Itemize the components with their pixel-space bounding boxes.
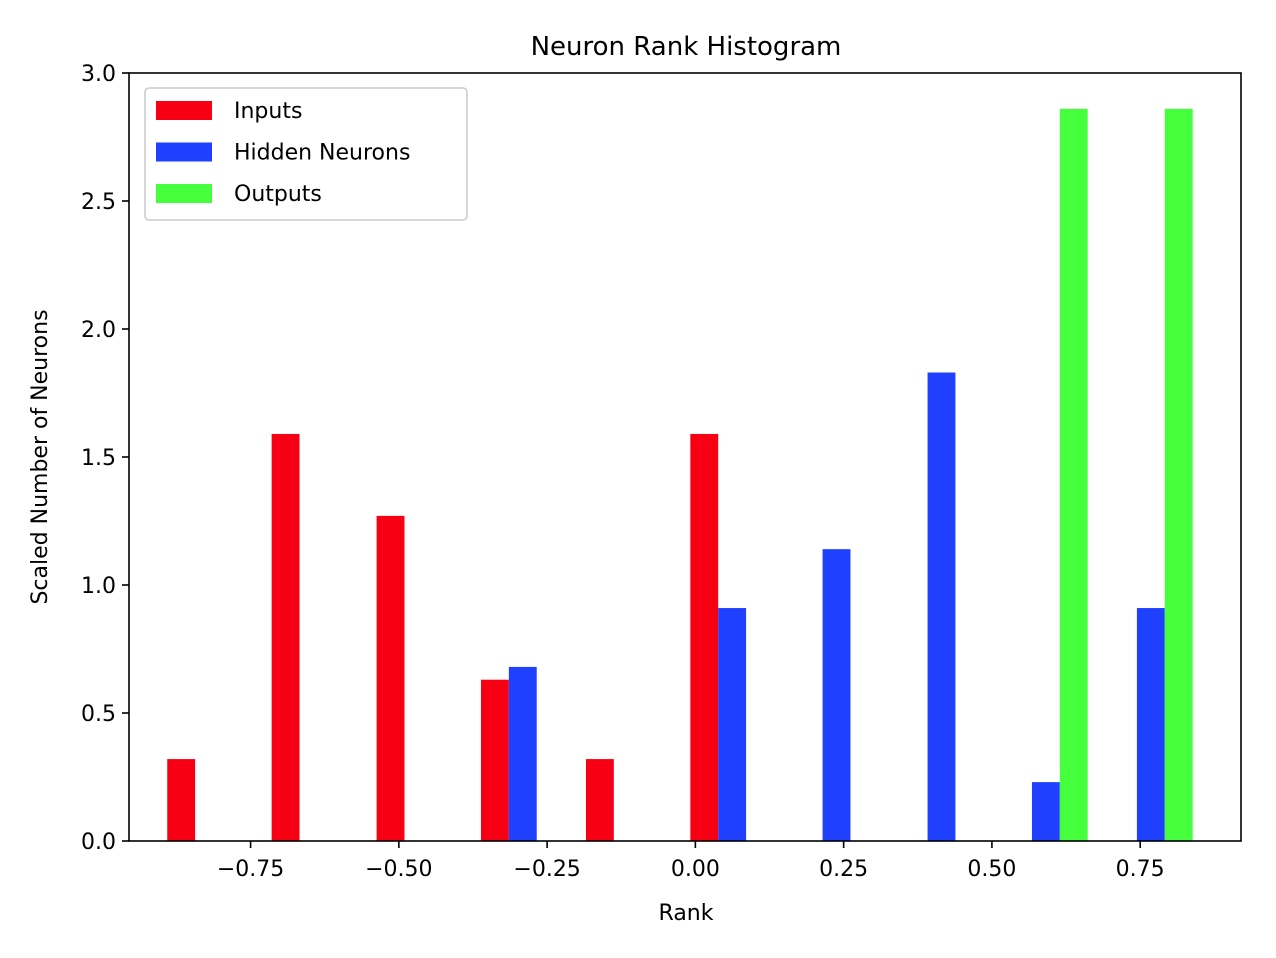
x-tick-label: −0.25 xyxy=(513,857,580,882)
bar-hidden-neurons-2 xyxy=(822,549,851,841)
y-tick-label: 2.5 xyxy=(81,190,116,215)
y-tick-label: 1.5 xyxy=(81,446,116,471)
legend-frame xyxy=(144,87,468,221)
y-tick-label: 1.0 xyxy=(81,574,116,599)
bar-hidden-neurons-5 xyxy=(1136,608,1165,841)
y-tick-label: 0.0 xyxy=(81,830,116,855)
bar-inputs-3 xyxy=(480,679,509,841)
x-tick-label: 0.50 xyxy=(967,857,1016,882)
legend: Inputs Hidden Neurons Outputs xyxy=(144,87,468,221)
legend-swatch-outputs xyxy=(156,184,212,203)
x-tick-label: 0.00 xyxy=(671,857,720,882)
legend-label-inputs: Inputs xyxy=(234,99,302,124)
x-axis-title: Rank xyxy=(659,901,714,926)
y-axis-title: Scaled Number of Neurons xyxy=(28,309,53,604)
bar-outputs-0 xyxy=(1059,108,1088,842)
bar-hidden-neurons-4 xyxy=(1031,782,1060,841)
bar-inputs-4 xyxy=(585,759,614,841)
legend-label-outputs: Outputs xyxy=(234,182,322,207)
x-tick-label: −0.50 xyxy=(365,857,432,882)
bar-inputs-5 xyxy=(690,433,719,841)
legend-swatch-hidden-neurons xyxy=(156,142,212,162)
bar-inputs-1 xyxy=(271,433,300,841)
bar-inputs-0 xyxy=(167,759,196,841)
y-tick-label: 2.0 xyxy=(81,318,116,343)
y-tick-label: 0.5 xyxy=(81,702,116,727)
y-axis: 0.0 0.5 1.0 1.5 2.0 2.5 3.0 xyxy=(81,62,129,855)
bar-inputs-2 xyxy=(376,515,405,841)
legend-label-hidden-neurons: Hidden Neurons xyxy=(234,141,410,166)
bar-hidden-neurons-3 xyxy=(927,372,956,841)
x-axis: −0.75 −0.50 −0.25 0.00 0.25 0.50 0.75 xyxy=(217,841,1165,882)
bar-hidden-neurons-0 xyxy=(508,666,537,841)
y-tick-label: 3.0 xyxy=(81,62,116,87)
x-tick-label: 0.75 xyxy=(1116,857,1165,882)
bars-layer xyxy=(167,108,1193,842)
x-tick-label: 0.25 xyxy=(819,857,868,882)
bar-outputs-1 xyxy=(1164,108,1193,842)
bar-hidden-neurons-1 xyxy=(718,608,747,841)
x-tick-label: −0.75 xyxy=(217,857,284,882)
legend-swatch-inputs xyxy=(156,101,212,120)
chart-title: Neuron Rank Histogram xyxy=(531,32,842,62)
